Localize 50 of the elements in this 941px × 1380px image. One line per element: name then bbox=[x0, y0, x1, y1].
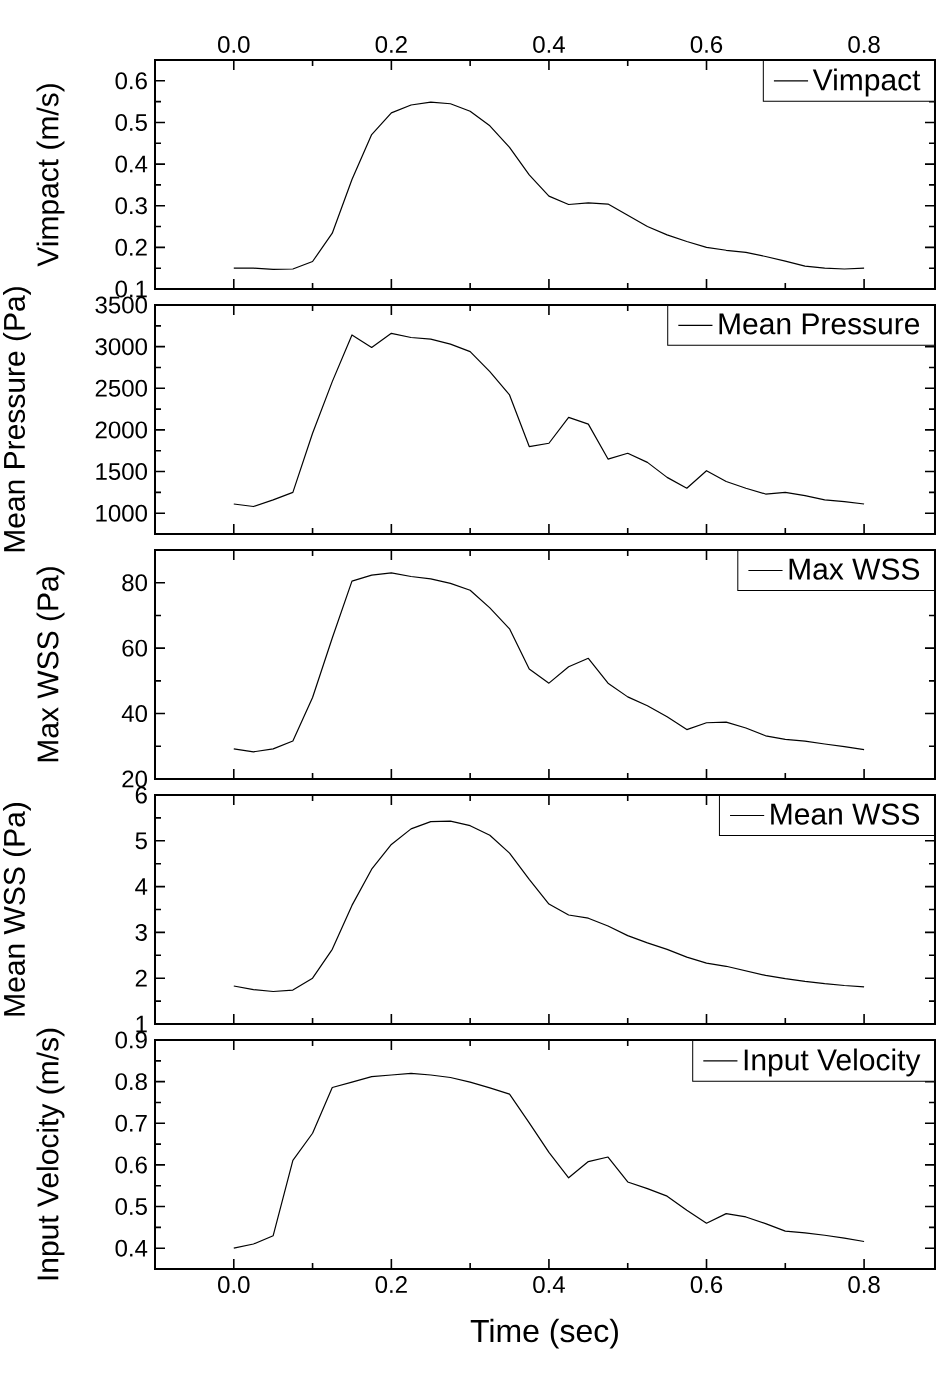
legend-label: Vimpact bbox=[812, 68, 921, 97]
y-tick-label: 4 bbox=[135, 878, 148, 895]
y-axis-title: Mean Pressure (Pa) bbox=[2, 287, 31, 552]
y-tick-label: 0.5 bbox=[115, 1198, 147, 1216]
legend-label: Mean Pressure bbox=[719, 313, 920, 335]
y-tick-label: 0.5 bbox=[115, 113, 147, 131]
x-tick-label: 0.4 bbox=[533, 35, 565, 53]
x-tick-label: 0.0 bbox=[218, 1276, 250, 1294]
x-tick-label: 0.0 bbox=[218, 35, 250, 53]
x-tick-label: 0.6 bbox=[690, 35, 723, 53]
y-tick-label: 2000 bbox=[95, 421, 147, 439]
y-tick-label: 0.6 bbox=[115, 1156, 147, 1174]
y-tick-label: 1000 bbox=[96, 504, 147, 522]
y-tick-label: 3 bbox=[135, 923, 147, 941]
y-tick-label: 5 bbox=[135, 832, 147, 850]
y-tick-label: 0.9 bbox=[115, 1031, 147, 1049]
y-tick-label: 0.8 bbox=[115, 1073, 147, 1091]
x-tick-label: 0.8 bbox=[848, 35, 880, 53]
y-tick-label: 0.3 bbox=[115, 197, 147, 215]
y-tick-label: 0.4 bbox=[115, 1239, 148, 1257]
line-series bbox=[233, 101, 865, 271]
x-axis-title: Time (sec) bbox=[470, 1318, 618, 1349]
y-tick-label: 3500 bbox=[95, 296, 147, 314]
y-tick-label: 2 bbox=[135, 969, 147, 987]
y-axis-title: Vimpact (m/s) bbox=[36, 84, 65, 267]
y-axis-title: Mean WSS (Pa) bbox=[2, 803, 31, 1016]
y-tick-label: 0.4 bbox=[115, 155, 148, 173]
legend-label: Input Velocity bbox=[744, 1048, 921, 1077]
x-tick-label: 0.2 bbox=[375, 35, 407, 53]
legend-label: Mean WSS bbox=[771, 803, 920, 825]
y-axis-title: Input Velocity (m/s) bbox=[36, 1028, 65, 1280]
y-tick-label: 60 bbox=[122, 639, 147, 657]
y-tick-label: 0.2 bbox=[115, 238, 147, 256]
y-tick-label: 1 bbox=[136, 1015, 147, 1033]
x-tick-label: 0.8 bbox=[848, 1276, 880, 1294]
y-tick-label: 80 bbox=[122, 574, 147, 592]
y-axis-title: Max WSS (Pa) bbox=[36, 567, 65, 762]
x-tick-label: 0.2 bbox=[375, 1276, 407, 1294]
y-tick-label: 0.6 bbox=[115, 72, 147, 90]
y-tick-label: 3000 bbox=[95, 338, 147, 356]
y-tick-label: 2500 bbox=[95, 379, 147, 397]
y-tick-label: 20 bbox=[122, 770, 147, 788]
y-tick-label: 0.7 bbox=[115, 1114, 147, 1132]
x-tick-label: 0.4 bbox=[533, 1276, 565, 1294]
y-tick-label: 40 bbox=[121, 705, 147, 723]
y-tick-label: 1500 bbox=[96, 463, 147, 481]
y-tick-label: 0.1 bbox=[115, 280, 147, 298]
legend-label: Max WSS bbox=[789, 558, 920, 580]
x-tick-label: 0.6 bbox=[690, 1276, 723, 1294]
y-tick-label: 6 bbox=[135, 786, 147, 804]
